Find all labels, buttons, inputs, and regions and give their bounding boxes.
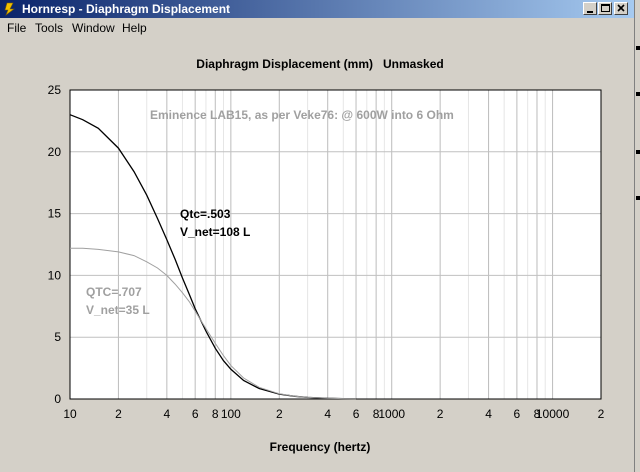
menu-help[interactable]: Help: [122, 21, 147, 35]
window-right-edge: [634, 0, 640, 472]
menu-bar: File Tools Window Help: [0, 19, 634, 36]
maximize-icon: [601, 4, 610, 12]
annotation-qtc-707: QTC=.707: [86, 285, 142, 299]
annotation-vnet-108: V_net=108 L: [180, 225, 250, 239]
x-tick-label: 2: [598, 407, 605, 421]
minimize-icon: [587, 11, 593, 13]
chart-title: Diaphragm Displacement (mm) Unmasked: [196, 57, 444, 71]
x-tick-label: 2: [437, 407, 444, 421]
edge-mark: [636, 92, 640, 96]
x-tick-label: 4: [485, 407, 492, 421]
x-tick-label: 6: [192, 407, 199, 421]
menu-window[interactable]: Window: [72, 21, 115, 35]
y-tick-label: 0: [54, 392, 61, 406]
x-axis-label: Frequency (hertz): [269, 440, 371, 454]
menu-tools[interactable]: Tools: [35, 21, 64, 35]
close-icon: [617, 4, 625, 12]
x-tick-label: 8: [212, 407, 219, 421]
x-tick-label: 2: [115, 407, 122, 421]
close-button[interactable]: [614, 2, 628, 15]
x-tick-label: 4: [324, 407, 331, 421]
x-tick-label: 10000: [536, 407, 570, 421]
annotation-qtc-503: Qtc=.503: [180, 207, 231, 221]
y-tick-label: 25: [48, 83, 62, 97]
x-tick-label: 10: [63, 407, 77, 421]
title-bar: Hornresp - Diaphragm Displacement: [0, 0, 634, 18]
x-tick-label: 100: [221, 407, 241, 421]
edge-mark: [636, 46, 640, 50]
series-qtc-707-line: [70, 247, 357, 400]
x-tick-label: 8: [534, 407, 541, 421]
plot-area: [70, 90, 601, 399]
x-tick-label: 6: [353, 407, 360, 421]
x-tick-label: 2: [276, 407, 283, 421]
window-title: Hornresp - Diaphragm Displacement: [22, 2, 231, 16]
y-tick-label: 15: [48, 207, 62, 221]
y-tick-label: 5: [54, 330, 61, 344]
annotation-driver: Eminence LAB15, as per Veke76: @ 600W in…: [150, 108, 454, 122]
x-tick-label: 8: [373, 407, 380, 421]
x-tick-label: 1000: [378, 407, 405, 421]
x-tick-label: 4: [164, 407, 171, 421]
y-tick-label: 10: [48, 268, 62, 282]
minimize-button[interactable]: [583, 2, 597, 15]
app-icon: [4, 2, 15, 16]
y-tick-label: 20: [48, 145, 62, 159]
x-tick-label: 6: [514, 407, 521, 421]
edge-mark: [636, 196, 640, 200]
maximize-button[interactable]: [598, 2, 612, 15]
annotation-vnet-35: V_net=35 L: [86, 303, 150, 317]
menu-file[interactable]: File: [7, 21, 27, 35]
edge-mark: [636, 150, 640, 154]
